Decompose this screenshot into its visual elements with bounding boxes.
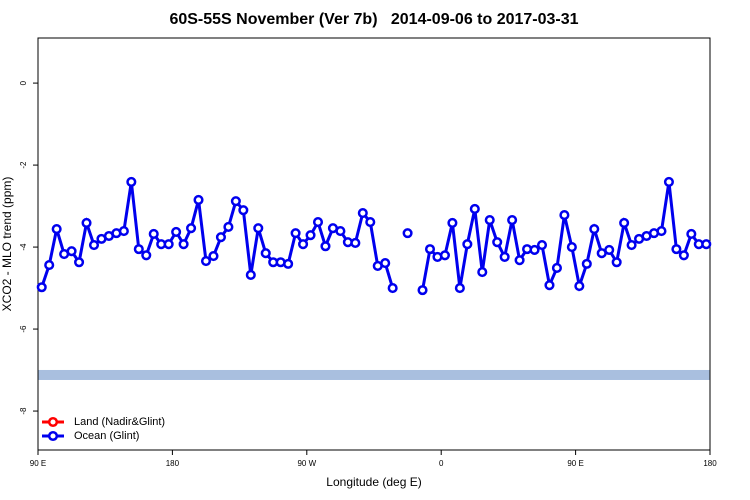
- point: [208, 251, 219, 262]
- y-tick-label: -4: [19, 243, 28, 251]
- legend-label: Land (Nadir&Glint): [74, 416, 165, 428]
- point: [163, 239, 174, 250]
- point: [492, 237, 503, 248]
- point: [417, 285, 428, 296]
- point: [402, 228, 413, 239]
- point: [118, 226, 129, 237]
- series-line: [421, 181, 707, 292]
- point: [133, 244, 144, 255]
- point: [380, 258, 391, 269]
- point: [171, 226, 182, 237]
- y-tick-label: -6: [19, 325, 28, 333]
- point: [193, 194, 204, 205]
- point: [544, 280, 555, 291]
- point: [245, 269, 256, 281]
- point: [529, 244, 540, 255]
- point: [290, 228, 301, 239]
- point: [454, 283, 465, 294]
- point: [469, 203, 480, 214]
- x-tick-label: 90 W: [297, 459, 316, 468]
- point: [589, 223, 600, 235]
- point: [178, 239, 189, 250]
- x-tick-label: 90 E: [567, 459, 583, 468]
- point: [536, 239, 548, 251]
- point: [581, 258, 592, 269]
- point: [678, 250, 689, 261]
- point: [81, 217, 92, 228]
- point: [574, 280, 585, 292]
- point: [260, 248, 271, 259]
- point: [484, 214, 495, 226]
- point: [74, 257, 85, 268]
- point: [656, 226, 667, 237]
- x-tick-label: 180: [703, 459, 717, 468]
- point: [223, 221, 234, 233]
- point: [186, 223, 197, 234]
- point: [230, 196, 241, 207]
- point: [477, 267, 488, 278]
- point: [253, 223, 264, 234]
- point: [514, 255, 525, 266]
- point: [51, 223, 62, 235]
- y-tick-label: -8: [19, 407, 28, 415]
- point: [559, 210, 570, 221]
- x-tick-label: 0: [439, 459, 444, 468]
- point: [365, 217, 376, 228]
- point: [462, 239, 473, 250]
- point: [312, 217, 324, 228]
- point: [611, 257, 622, 268]
- x-tick-label: 180: [166, 459, 180, 468]
- point: [350, 237, 361, 249]
- point: [215, 232, 226, 243]
- point: [387, 283, 398, 294]
- point: [671, 244, 682, 255]
- y-tick-label: 0: [19, 80, 28, 85]
- point: [305, 230, 316, 241]
- point: [507, 214, 518, 226]
- y-axis-label: XCO2 - MLO trend (ppm): [0, 177, 14, 312]
- point: [298, 239, 309, 250]
- point: [551, 262, 562, 274]
- legend-marker: [47, 430, 59, 442]
- point: [626, 239, 637, 251]
- point: [44, 260, 55, 271]
- point: [141, 250, 152, 261]
- point: [88, 239, 100, 251]
- point: [686, 228, 697, 240]
- point: [604, 244, 615, 255]
- point: [663, 176, 674, 187]
- point: [238, 205, 249, 216]
- point: [335, 226, 346, 237]
- point: [701, 239, 712, 250]
- point: [447, 217, 458, 228]
- point: [566, 242, 577, 253]
- chart-title: 60S-55S November (Ver 7b) 2014-09-06 to …: [169, 11, 578, 28]
- point: [66, 246, 77, 257]
- point: [619, 217, 630, 228]
- point: [439, 250, 450, 261]
- point: [126, 176, 137, 187]
- point: [499, 251, 510, 262]
- point: [283, 258, 294, 269]
- point: [148, 228, 159, 240]
- x-axis-label: Longitude (deg E): [326, 475, 421, 489]
- band: [38, 369, 710, 380]
- point: [424, 244, 436, 255]
- legend-marker: [47, 416, 59, 428]
- point: [36, 282, 47, 293]
- point: [200, 255, 212, 267]
- x-tick-label: 90 E: [30, 459, 46, 468]
- point: [357, 207, 368, 219]
- y-tick-label: -2: [19, 161, 28, 169]
- point: [320, 241, 331, 252]
- legend-label: Ocean (Glint): [74, 430, 139, 442]
